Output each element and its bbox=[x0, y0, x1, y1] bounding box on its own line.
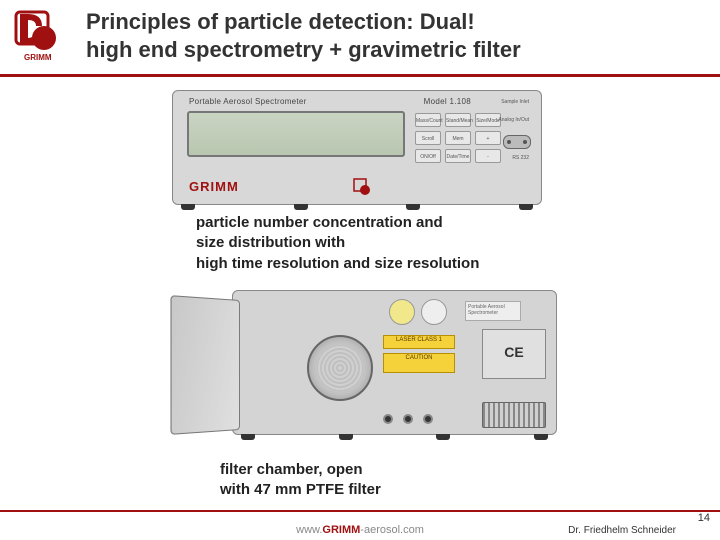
btn-size-mode: Size/Mode bbox=[475, 113, 501, 127]
btn-stand-mean: Stand/Mean bbox=[445, 113, 471, 127]
label-analog: Analog In/Out bbox=[498, 117, 529, 123]
port-1 bbox=[383, 414, 393, 424]
page-number: 14 bbox=[698, 512, 710, 524]
slide-footer: www.GRIMM-aerosol.com Dr. Friedhelm Schn… bbox=[0, 510, 720, 540]
caption-bottom: filter chamber, open with 47 mm PTFE fil… bbox=[220, 460, 381, 499]
label-sample-inlet: Sample Inlet bbox=[501, 99, 529, 105]
btn-mem: Mem bbox=[445, 131, 471, 145]
slide-header: GRIMM Principles of particle detection: … bbox=[0, 0, 720, 76]
svg-text:GRIMM: GRIMM bbox=[24, 53, 52, 62]
product-label: Portable Aerosol Spectrometer bbox=[465, 301, 521, 321]
grimm-logo: GRIMM bbox=[14, 10, 64, 66]
filter-chamber bbox=[307, 335, 373, 401]
btn-date-time: Date/Time bbox=[445, 149, 471, 163]
caption-top: particle number concentration and size d… bbox=[196, 213, 479, 274]
filter-door bbox=[170, 295, 240, 435]
bezel-text: Portable Aerosol Spectrometer bbox=[189, 97, 307, 106]
btn-plus: + bbox=[475, 131, 501, 145]
device-feet bbox=[181, 204, 533, 210]
caption2-line1: filter chamber, open bbox=[220, 461, 363, 478]
caption1-line3: high time resolution and size resolution bbox=[196, 255, 479, 272]
slide-title: Principles of particle detection: Dual! … bbox=[86, 8, 700, 64]
brand-logo-small bbox=[353, 178, 371, 196]
footer-url: www.GRIMM-aerosol.com bbox=[296, 524, 424, 536]
ce-text: CE bbox=[483, 330, 545, 360]
spectrometer-back: LASER CLASS 1 CAUTION Portable Aerosol S… bbox=[232, 290, 557, 435]
device-back-feet bbox=[241, 434, 548, 440]
spectrometer-front: Portable Aerosol Spectrometer Model 1.10… bbox=[172, 90, 542, 205]
round-label-2 bbox=[421, 299, 447, 325]
url-post: -aerosol.com bbox=[360, 524, 424, 536]
btn-on-off: ON/Off bbox=[415, 149, 441, 163]
spectrometer-back-wrap: LASER CLASS 1 CAUTION Portable Aerosol S… bbox=[172, 290, 572, 462]
serial-port bbox=[503, 135, 531, 149]
vent-grille bbox=[482, 402, 546, 428]
caption1-line2: size distribution with bbox=[196, 234, 345, 251]
round-label-1 bbox=[389, 299, 415, 325]
btn-scroll: Scroll bbox=[415, 131, 441, 145]
label-rs232: RS 232 bbox=[512, 155, 529, 161]
btn-minus: - bbox=[475, 149, 501, 163]
title-line1: Principles of particle detection: Dual! bbox=[86, 9, 475, 34]
caption2-line2: with 47 mm PTFE filter bbox=[220, 481, 381, 498]
ce-block: CE bbox=[482, 329, 546, 379]
url-pre: www. bbox=[296, 524, 322, 536]
header-rule bbox=[0, 74, 720, 77]
model-text: Model 1.108 bbox=[424, 97, 471, 106]
brand-text: GRIMM bbox=[189, 179, 239, 194]
url-brand: GRIMM bbox=[322, 524, 360, 536]
btn-mass-count: Mass/Count bbox=[415, 113, 441, 127]
title-line2: high end spectrometry + gravimetric filt… bbox=[86, 37, 521, 62]
port-3 bbox=[423, 414, 433, 424]
laser-class-label: LASER CLASS 1 bbox=[383, 335, 455, 349]
lcd-display bbox=[187, 111, 405, 157]
port-2 bbox=[403, 414, 413, 424]
caption1-line1: particle number concentration and bbox=[196, 214, 443, 231]
caution-label: CAUTION bbox=[383, 353, 455, 373]
author-name: Dr. Friedhelm Schneider bbox=[568, 525, 676, 536]
